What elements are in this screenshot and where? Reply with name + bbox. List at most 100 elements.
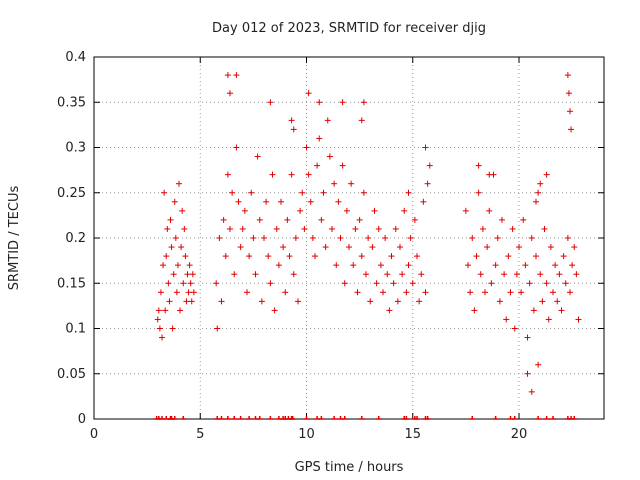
- data-point: [176, 180, 182, 187]
- data-point: [284, 216, 291, 223]
- data-point: [516, 244, 522, 251]
- data-point: [155, 307, 162, 314]
- data-point: [394, 298, 401, 305]
- data-point: [233, 144, 240, 151]
- data-point: [246, 253, 253, 260]
- zero-point: [303, 416, 310, 420]
- data-point: [292, 235, 299, 241]
- data-point: [224, 72, 231, 79]
- data-point: [371, 207, 378, 214]
- zero-point: [289, 416, 296, 420]
- data-point: [486, 171, 493, 178]
- data-point: [237, 244, 244, 251]
- data-point: [486, 207, 493, 214]
- data-point: [267, 280, 274, 287]
- data-point: [360, 189, 367, 196]
- data-point: [187, 280, 194, 287]
- data-point: [543, 280, 550, 287]
- data-point: [573, 271, 580, 278]
- data-point: [214, 325, 221, 332]
- data-point: [339, 162, 346, 169]
- data-point: [520, 216, 527, 223]
- data-point: [535, 189, 542, 196]
- data-point: [337, 235, 344, 241]
- data-point: [399, 271, 406, 278]
- data-point: [288, 117, 295, 124]
- data-point: [422, 289, 429, 296]
- data-point: [369, 244, 376, 251]
- data-point: [469, 235, 476, 241]
- data-point: [426, 162, 433, 169]
- data-point: [254, 153, 261, 160]
- x-axis-label: GPS time / hours: [295, 460, 404, 475]
- zero-point: [171, 416, 178, 420]
- data-point: [352, 225, 359, 232]
- y-tick-label: 0.35: [57, 95, 86, 110]
- data-point: [560, 253, 567, 260]
- data-point: [160, 262, 167, 269]
- data-point: [282, 289, 289, 296]
- data-point: [224, 171, 231, 178]
- data-point: [562, 280, 569, 287]
- data-point: [186, 262, 193, 269]
- data-point: [180, 280, 187, 287]
- data-point: [475, 162, 482, 169]
- zero-value-markers: [153, 416, 578, 420]
- data-point: [530, 307, 537, 314]
- x-tick-label: 15: [404, 427, 421, 442]
- data-point: [526, 280, 533, 287]
- zero-point: [511, 416, 518, 420]
- data-point: [401, 207, 408, 214]
- zero-point: [341, 416, 348, 420]
- data-point: [405, 189, 412, 196]
- data-point: [290, 126, 297, 133]
- data-point: [326, 153, 333, 160]
- data-point: [216, 235, 223, 241]
- data-point: [190, 289, 197, 296]
- data-point: [363, 271, 369, 278]
- data-point: [171, 198, 178, 205]
- data-point: [162, 307, 169, 314]
- data-point: [558, 307, 565, 314]
- data-point: [165, 280, 172, 287]
- zero-point: [231, 416, 238, 420]
- data-point: [305, 90, 312, 97]
- data-point: [473, 253, 480, 260]
- y-tick-label: 0.2: [65, 231, 86, 246]
- data-point: [295, 298, 301, 305]
- data-point: [179, 207, 186, 214]
- zero-point: [571, 416, 578, 420]
- y-tick-label: 0.05: [57, 367, 86, 382]
- zero-point: [403, 416, 410, 420]
- data-point: [509, 225, 516, 232]
- data-point: [569, 262, 576, 269]
- data-point: [314, 162, 321, 169]
- data-point: [373, 280, 380, 287]
- data-point: [424, 180, 431, 187]
- data-point: [501, 271, 508, 278]
- data-point: [263, 198, 270, 205]
- data-point: [244, 289, 250, 296]
- data-point: [482, 289, 488, 296]
- data-point: [161, 189, 168, 196]
- zero-point: [218, 416, 225, 420]
- data-point: [309, 235, 316, 241]
- data-point: [475, 189, 482, 196]
- zero-point: [550, 416, 556, 420]
- data-point: [571, 244, 578, 251]
- data-point: [218, 298, 225, 305]
- data-point: [324, 117, 331, 124]
- zero-point: [318, 416, 325, 420]
- x-tick-label: 10: [298, 427, 315, 442]
- data-point: [235, 198, 242, 205]
- data-point: [411, 216, 418, 223]
- data-point: [418, 271, 425, 278]
- data-point: [511, 325, 518, 332]
- data-point: [156, 325, 163, 332]
- data-point: [318, 216, 325, 223]
- data-point: [267, 99, 274, 106]
- data-point: [360, 99, 367, 106]
- data-point: [269, 171, 276, 178]
- data-point: [380, 289, 386, 296]
- data-point: [564, 235, 571, 241]
